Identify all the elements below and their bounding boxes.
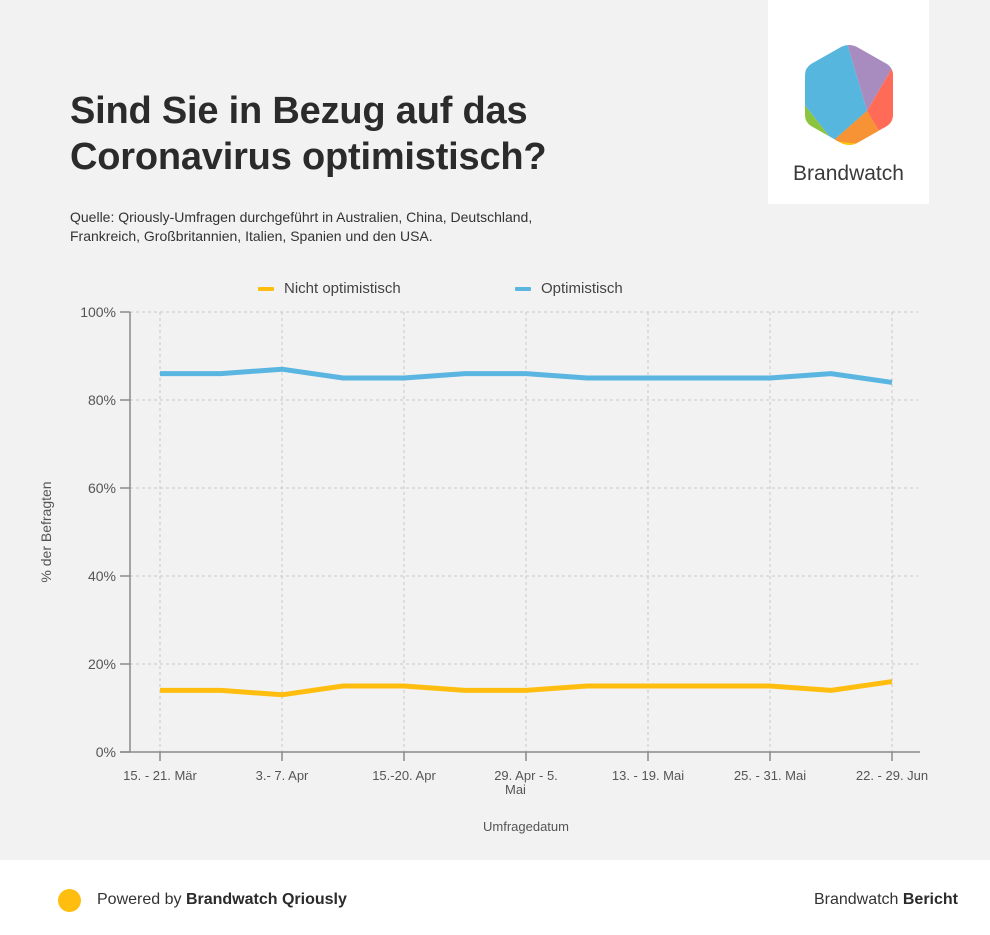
report-label: Brandwatch Bericht (814, 891, 958, 909)
legend-swatch-blue (515, 286, 531, 291)
x-tick-label-line: 22. - 29. Jun (856, 768, 928, 783)
x-tick-label-line: 15.-20. Apr (372, 768, 436, 783)
brand-logo-card: Brandwatch (768, 0, 929, 204)
x-tick-label: 22. - 29. Jun (856, 768, 928, 783)
y-tick-labels: 0% 20% 40% 60% 80% 100% (80, 304, 116, 760)
powered-by-prefix: Powered by (97, 891, 186, 908)
title-line-2: Coronavirus optimistisch? (70, 136, 547, 178)
powered-by: Powered by Brandwatch Qriously (97, 891, 347, 909)
source-line-1: Quelle: Qriously-Umfragen durchgeführt i… (70, 209, 533, 225)
footer: Powered by Brandwatch Qriously Brandwatc… (0, 860, 990, 935)
chart-legend: Nicht optimistisch Optimistisch (0, 280, 990, 300)
x-tick-label-line: 3.- 7. Apr (256, 768, 309, 783)
series-line-nicht-optimistisch (160, 679, 893, 698)
powered-by-brand: Brandwatch Qriously (185, 891, 347, 908)
y-tick-label: 100% (80, 304, 116, 320)
y-tick-label: 60% (88, 480, 116, 496)
y-tick-label: 80% (88, 392, 116, 408)
legend-label: Nicht optimistisch (284, 280, 401, 297)
page-title: Sind Sie in Bezug auf das Coronavirus op… (70, 88, 547, 180)
x-tick-label-line: 29. Apr - 5. (494, 768, 558, 783)
x-tick-label: 15.-20. Apr (372, 768, 436, 783)
x-tick-label: 29. Apr - 5. Mai (494, 768, 558, 797)
line-chart: 0% 20% 40% 60% 80% 100% 15. - 21. Mär 3.- 7. A… (38, 304, 928, 834)
source-line-2: Frankreich, Großbritannien, Italien, Spa… (70, 228, 433, 244)
report-prefix: Brandwatch (813, 891, 903, 908)
legend-label: Optimistisch (541, 280, 623, 297)
grid-lines (130, 311, 918, 752)
x-tick-label: 25. - 31. Mai (734, 768, 806, 783)
logo-wordmark: Brandwatch (793, 162, 904, 185)
series-lines (159, 366, 893, 698)
legend-swatch-yellow (258, 286, 274, 291)
y-tick-label: 0% (96, 744, 116, 760)
y-axis-title: % der Befragten (38, 481, 54, 582)
brand-dot-icon (58, 889, 81, 912)
report-bold: Bericht (902, 891, 958, 908)
legend-item-nicht-optimistisch[interactable]: Nicht optimistisch (258, 280, 401, 297)
x-tick-label: 3.- 7. Apr (256, 768, 309, 783)
x-tick-label-line: 15. - 21. Mär (123, 768, 197, 783)
x-tick-label-line: 25. - 31. Mai (734, 768, 806, 783)
y-tick-label: 20% (88, 656, 116, 672)
logo-facet-blue (805, 45, 867, 141)
axes (120, 311, 920, 761)
legend-item-optimistisch[interactable]: Optimistisch (515, 280, 623, 297)
x-tick-label: 15. - 21. Mär (123, 768, 197, 783)
brandwatch-hexagon-icon (805, 45, 893, 145)
x-tick-label-line: Mai (505, 782, 526, 797)
source-note: Quelle: Qriously-Umfragen durchgeführt i… (70, 208, 670, 246)
x-tick-label: 13. - 19. Mai (612, 768, 684, 783)
x-tick-labels: 15. - 21. Mär 3.- 7. Apr 15.-20. Apr 29. Ap… (123, 768, 928, 797)
y-tick-label: 40% (88, 568, 116, 584)
title-line-1: Sind Sie in Bezug auf das (70, 90, 528, 132)
x-tick-label-line: 13. - 19. Mai (612, 768, 684, 783)
x-axis-title: Umfragedatum (483, 819, 569, 834)
